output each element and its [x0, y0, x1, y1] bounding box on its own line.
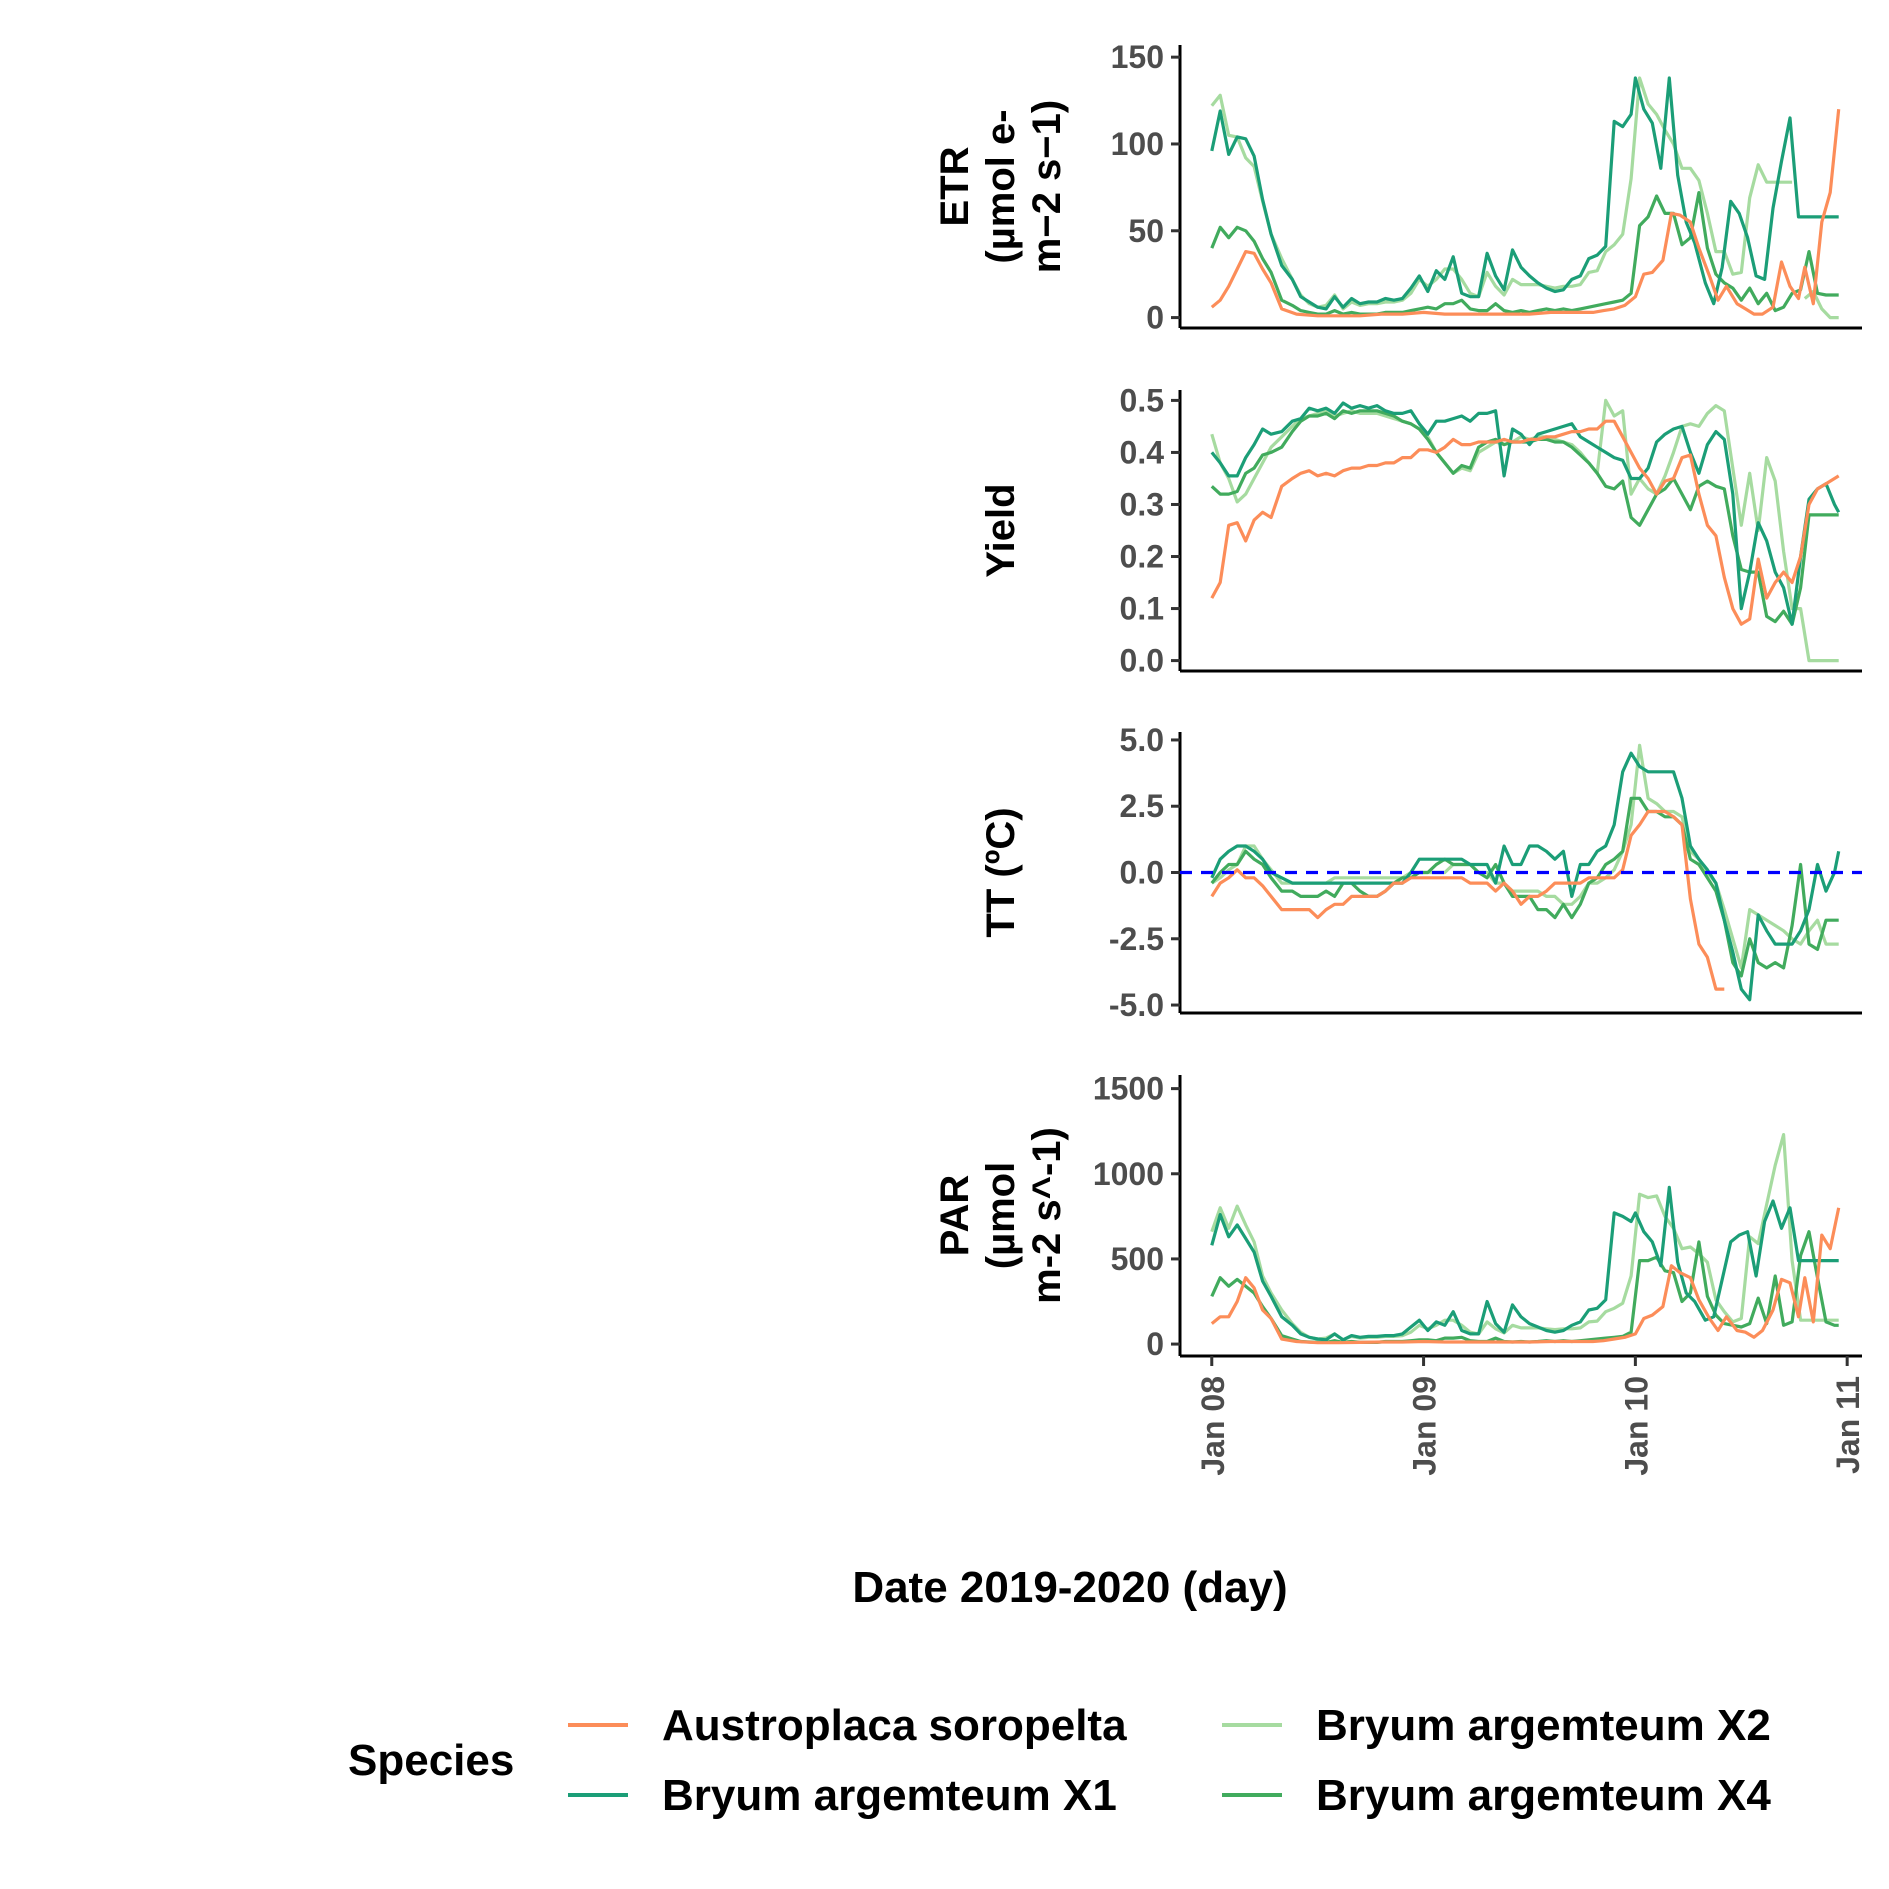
legend-label: Bryum argemteum X1 [662, 1771, 1117, 1820]
y-axis-title: Yield [979, 483, 1023, 577]
y-tick-label: 0.5 [1120, 382, 1164, 418]
y-tick-label: 500 [1111, 1241, 1164, 1277]
y-axis-title: m-2 s^-1) [1025, 1127, 1069, 1304]
series-line-austroplaca-soropelta [1210, 419, 1840, 626]
y-tick-label: 5.0 [1120, 722, 1164, 758]
y-tick-label: 0.0 [1120, 855, 1164, 891]
y-tick-label: 0.4 [1120, 434, 1165, 470]
series-group [1210, 743, 1841, 1002]
series-group [1210, 76, 1841, 320]
y-tick-label: 50 [1128, 213, 1164, 249]
series-line-bryum-argemteum-x1 [1210, 401, 1841, 626]
series-line-bryum-argemteum-x1 [1210, 76, 1839, 311]
y-axis-title: TT (ºC) [979, 807, 1023, 937]
legend-item: Austroplaca soropelta [568, 1701, 1127, 1750]
x-tick-label: Jan 11 [1830, 1376, 1866, 1474]
legend-label: Austroplaca soropelta [662, 1701, 1127, 1750]
y-tick-label: 0.1 [1120, 591, 1164, 627]
y-axis-title: ETR [933, 146, 977, 226]
panel-tt: -5.0 -2.5 0.0 2.5 5.0 TT (ºC) [979, 722, 1862, 1023]
y-axis-title: PAR [933, 1175, 977, 1257]
y-tick-label: 0.0 [1120, 643, 1164, 679]
series-line-bryum-argemteum-x4 [1210, 191, 1839, 316]
y-axis-title: (µmol e- [979, 109, 1023, 263]
series-line-bryum-argemteum-x2 [1210, 76, 1793, 311]
panel-par: 0 500 1000 1500 PAR (µmol m-2 s^-1) [933, 1071, 1862, 1362]
x-tick-label: Jan 10 [1618, 1376, 1654, 1476]
y-tick-label: 0 [1146, 1326, 1164, 1362]
y-tick-label: -2.5 [1109, 921, 1164, 957]
series-line-austroplaca-soropelta [1210, 809, 1725, 991]
legend-item: Bryum argemteum X1 [568, 1771, 1117, 1820]
series-line-bryum-argemteum-x1 [1210, 751, 1841, 1002]
y-tick-label: 1500 [1093, 1071, 1164, 1107]
series-group [1210, 398, 1841, 663]
series-line-austroplaca-soropelta [1210, 1207, 1841, 1345]
y-tick-label: 150 [1111, 39, 1164, 75]
series-line-bryum-argemteum-x1 [1210, 1185, 1839, 1342]
y-tick-label: 0 [1146, 300, 1164, 336]
x-axis: Jan 08 Jan 09 Jan 10 Jan 11 [1195, 1356, 1866, 1476]
y-tick-label: 100 [1111, 126, 1164, 162]
legend-label: Bryum argemteum X2 [1316, 1701, 1771, 1750]
legend-item: Bryum argemteum X4 [1222, 1771, 1771, 1820]
legend-title: Species [348, 1736, 514, 1785]
y-tick-label: 2.5 [1120, 788, 1164, 824]
y-axis-title: m−2 s−1) [1025, 100, 1069, 273]
y-tick-label: 0.3 [1120, 486, 1164, 522]
y-axis-title: (µmol [979, 1162, 1023, 1269]
series-group [1210, 1133, 1841, 1345]
y-tick-label: 1000 [1093, 1156, 1164, 1192]
x-tick-label: Jan 08 [1195, 1376, 1231, 1476]
x-tick-label: Jan 09 [1407, 1376, 1443, 1476]
panels-layer: 0 50 100 150 ETR (µmol e-m−2 s−1) 0.0 0.1 0.2 0.3… [933, 39, 1862, 1362]
series-line-bryum-argemteum-x2 [1210, 1133, 1839, 1342]
panel-yield: 0.0 0.1 0.2 0.3 0.4 0.5 Yield [979, 382, 1862, 679]
y-tick-label: -5.0 [1109, 987, 1164, 1023]
y-tick-label: 0.2 [1120, 539, 1164, 575]
series-line-austroplaca-soropelta [1210, 109, 1841, 318]
legend-label: Bryum argemteum X4 [1316, 1771, 1771, 1820]
panel-etr: 0 50 100 150 ETR (µmol e-m−2 s−1) [933, 39, 1862, 336]
legend-item: Bryum argemteum X2 [1222, 1701, 1771, 1750]
legend: Species Austroplaca soropelta Bryum argemt… [348, 1701, 1771, 1820]
x-axis-title: Date 2019-2020 (day) [852, 1563, 1287, 1612]
